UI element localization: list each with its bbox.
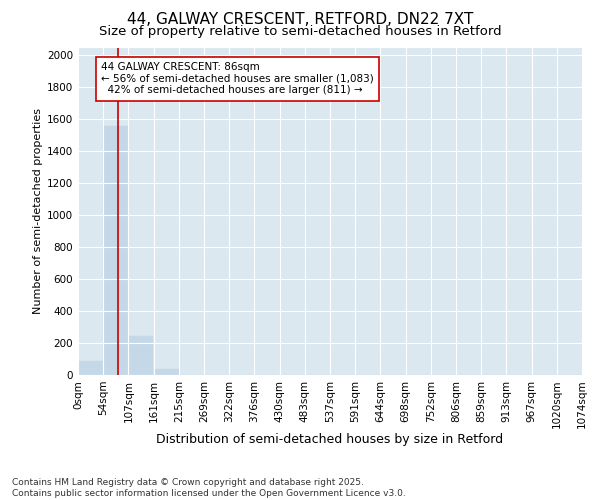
Bar	[78, 360, 103, 375]
Text: 44, GALWAY CRESCENT, RETFORD, DN22 7XT: 44, GALWAY CRESCENT, RETFORD, DN22 7XT	[127, 12, 473, 28]
Text: 44 GALWAY CRESCENT: 86sqm
← 56% of semi-detached houses are smaller (1,083)
  42: 44 GALWAY CRESCENT: 86sqm ← 56% of semi-…	[101, 62, 374, 96]
Text: Size of property relative to semi-detached houses in Retford: Size of property relative to semi-detach…	[98, 25, 502, 38]
Bar	[154, 370, 179, 375]
Y-axis label: Number of semi-detached properties: Number of semi-detached properties	[33, 108, 43, 314]
X-axis label: Distribution of semi-detached houses by size in Retford: Distribution of semi-detached houses by …	[157, 432, 503, 446]
Bar	[103, 126, 128, 375]
Bar	[128, 336, 154, 375]
Text: Contains HM Land Registry data © Crown copyright and database right 2025.
Contai: Contains HM Land Registry data © Crown c…	[12, 478, 406, 498]
